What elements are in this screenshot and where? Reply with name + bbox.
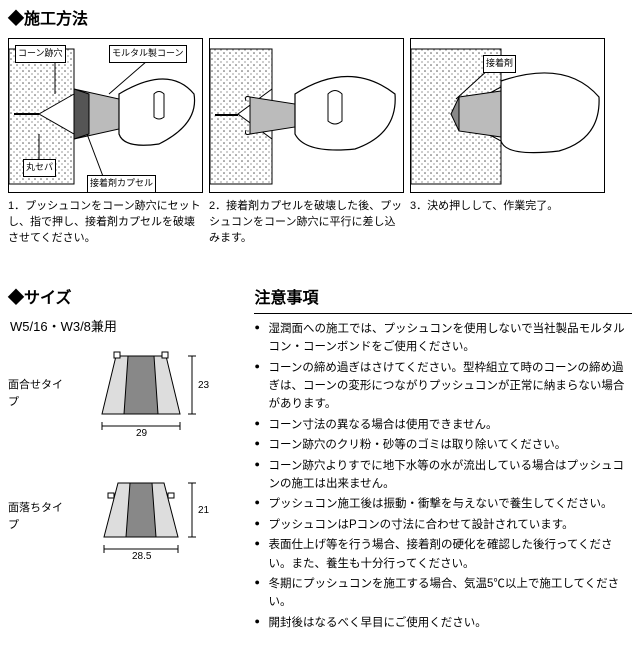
- notice-item: 湿潤面への施工では、プッシュコンを使用しないで当社製品モルタルコン・コーンボンド…: [254, 320, 632, 357]
- step2-caption: 2．接着剤カプセルを破壊した後、プッシュコンをコーン跡穴に平行に差し込みます。: [209, 199, 404, 247]
- notice-item: コーン跡穴よりすでに地下水等の水が流出している場合はプッシュコンの施工は出来ませ…: [254, 457, 632, 494]
- dim-a-w: 29: [136, 428, 148, 439]
- notice-item: コーンの締め過ぎはさけてください。型枠組立て時のコーンの締め過ぎは、コーンの変形…: [254, 359, 632, 414]
- notice-item: プッシュコン施工後は振動・衝撃を与えないで養生してください。: [254, 495, 632, 513]
- dim-b-w: 28.5: [132, 551, 152, 562]
- size-type-a-label: 面合せタイプ: [8, 377, 72, 410]
- notice-item: プッシュコンはPコンの寸法に合わせて設計されています。: [254, 516, 632, 534]
- construction-title: ◆施工方法: [8, 8, 632, 32]
- notice-title: 注意事項: [254, 287, 632, 314]
- step1-caption: 1．プッシュコンをコーン跡穴にセットし、指で押し、接着剤カプセルを破壊させてくだ…: [8, 199, 203, 247]
- step3-caption: 3．決め押しして、作業完了。: [410, 199, 605, 247]
- label-cone-hole: コーン跡穴: [15, 45, 66, 63]
- lower-columns: ◆サイズ W5/16・W3/8兼用 面合せタイプ 29 23 面落ちタイプ: [8, 287, 632, 634]
- steps-row: コーン跡穴 モルタル製コーン 丸セパ 接着剤カプセル: [8, 38, 632, 193]
- step2-figure: [209, 38, 404, 193]
- size-type-b-label: 面落ちタイプ: [8, 500, 72, 533]
- notice-item: 冬期にプッシュコンを施工する場合、気温5℃以上で施工してください。: [254, 575, 632, 612]
- notice-list: 湿潤面への施工では、プッシュコンを使用しないで当社製品モルタルコン・コーンボンド…: [254, 320, 632, 632]
- size-column: ◆サイズ W5/16・W3/8兼用 面合せタイプ 29 23 面落ちタイプ: [8, 287, 236, 634]
- notice-item: コーン跡穴のクリ粉・砂等のゴミは取り除いてください。: [254, 436, 632, 454]
- captions-row: 1．プッシュコンをコーン跡穴にセットし、指で押し、接着剤カプセルを破壊させてくだ…: [8, 199, 632, 247]
- label-marusepa: 丸セパ: [23, 159, 56, 177]
- label-mortar-cone: モルタル製コーン: [109, 45, 187, 63]
- dim-a-h: 23: [198, 380, 210, 391]
- size-type-a-svg: 29 23: [88, 346, 218, 441]
- size-type-b: 面落ちタイプ 28.5 21: [8, 469, 236, 564]
- size-type-a: 面合せタイプ 29 23: [8, 346, 236, 441]
- notice-item: 開封後はなるべく早目にご使用ください。: [254, 614, 632, 632]
- notice-column: 注意事項 湿潤面への施工では、プッシュコンを使用しないで当社製品モルタルコン・コ…: [254, 287, 632, 634]
- step3-figure: 接着剤: [410, 38, 605, 193]
- dim-b-h: 21: [198, 505, 210, 516]
- label-adhesive: 接着剤: [483, 55, 516, 73]
- notice-item: 表面仕上げ等を行う場合、接着剤の硬化を確認した後行ってください。また、養生も十分…: [254, 536, 632, 573]
- label-capsule: 接着剤カプセル: [87, 175, 156, 193]
- size-type-b-svg: 28.5 21: [88, 469, 218, 564]
- step1-figure: コーン跡穴 モルタル製コーン 丸セパ 接着剤カプセル: [8, 38, 203, 193]
- notice-item: コーン寸法の異なる場合は使用できません。: [254, 416, 632, 434]
- size-subtitle: W5/16・W3/8兼用: [10, 317, 236, 337]
- size-title: ◆サイズ: [8, 287, 236, 311]
